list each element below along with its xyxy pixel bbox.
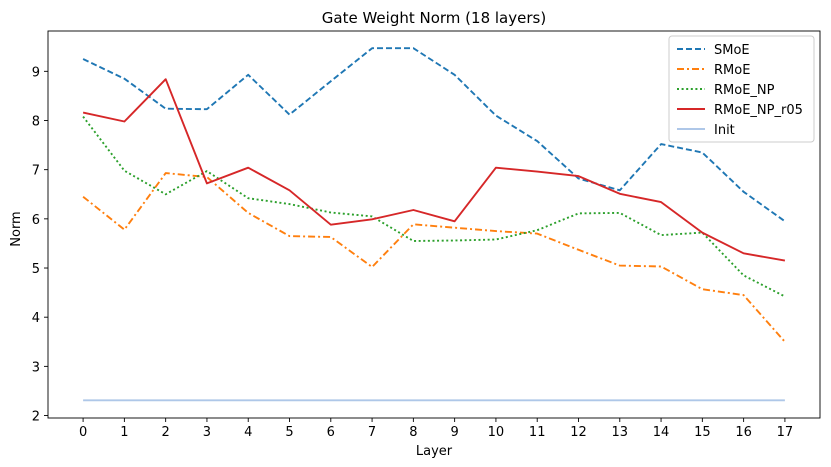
series-line-rmoe-np <box>82 116 786 298</box>
series-line-smoe <box>82 47 786 223</box>
series-line-rmoe-np-r05 <box>82 78 786 262</box>
series-layer <box>82 47 786 402</box>
x-tick-label: 12 <box>570 425 587 440</box>
y-tick-label: 3 <box>32 360 40 375</box>
y-tick-label: 5 <box>32 262 40 277</box>
x-tick-label: 11 <box>529 425 546 440</box>
plot-frame <box>47 30 821 419</box>
legend-label: RMoE <box>714 63 750 78</box>
legend-label: SMoE <box>714 43 750 58</box>
x-tick-label: 17 <box>777 425 794 440</box>
x-tick-label: 7 <box>368 425 376 440</box>
y-tick-label: 6 <box>32 213 40 228</box>
legend-label: Init <box>714 123 735 138</box>
y-tick-label: 7 <box>32 164 40 179</box>
x-tick-label: 6 <box>327 425 335 440</box>
y-tick-label: 9 <box>32 65 40 80</box>
y-tick-label: 8 <box>32 114 40 129</box>
y-axis-label: Norm <box>9 211 24 246</box>
chart-title: Gate Weight Norm (18 layers) <box>322 9 546 27</box>
x-tick-label: 5 <box>285 425 293 440</box>
legend: SMoE RMoE RMoE_NP RMoE_NP_r05 Init <box>668 35 815 143</box>
x-tick-label: 3 <box>203 425 211 440</box>
x-tick-label: 2 <box>162 425 170 440</box>
x-tick-label: 1 <box>120 425 128 440</box>
x-tick-label: 8 <box>409 425 417 440</box>
x-tick-label: 9 <box>451 425 459 440</box>
legend-label: RMoE_NP <box>714 83 775 98</box>
x-tick-label: 0 <box>79 425 87 440</box>
x-tick-label: 10 <box>488 425 505 440</box>
y-tick-label: 4 <box>32 311 40 326</box>
x-tick-label: 13 <box>612 425 629 440</box>
x-tick-label: 14 <box>653 425 670 440</box>
x-tick-label: 15 <box>694 425 711 440</box>
x-tick-label: 16 <box>735 425 752 440</box>
legend-box <box>668 35 815 143</box>
legend-label: RMoE_NP_r05 <box>714 103 803 118</box>
x-axis-label: Layer <box>416 444 453 459</box>
series-line-rmoe <box>82 172 786 343</box>
x-tick-label: 4 <box>244 425 252 440</box>
y-tick-label: 2 <box>32 410 40 425</box>
